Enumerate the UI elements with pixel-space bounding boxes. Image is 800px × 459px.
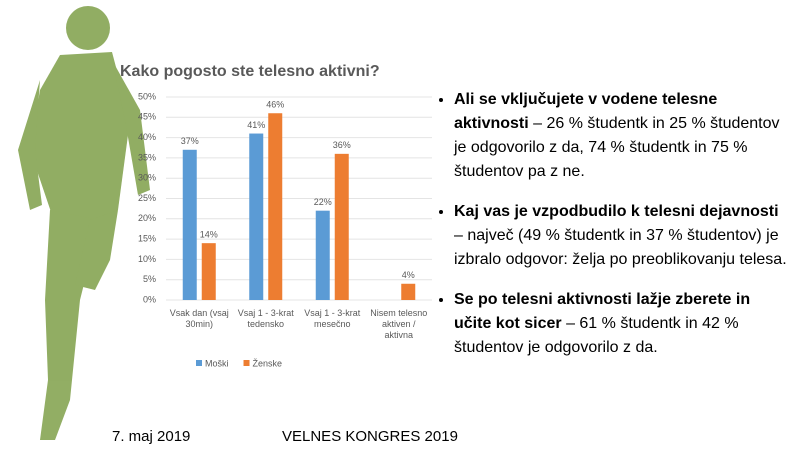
bullet: Se po telesni aktivnosti lažje zberete i… — [454, 288, 788, 360]
y-tick-label: 50% — [138, 91, 156, 101]
y-tick-label: 20% — [138, 213, 156, 223]
legend-swatch — [196, 360, 202, 366]
bullet-text: – 26 % študentk in 25 % študentov je odg… — [454, 115, 780, 180]
bullet-bold: Ali se vključujete v vodene telesne akti… — [454, 91, 718, 132]
bar — [334, 153, 349, 300]
bar — [201, 243, 216, 300]
x-tick-label: Vsaj 1 - 3-krat mesečno — [304, 308, 361, 329]
chart-title: Kako pogosto ste telesno aktivni? — [120, 63, 380, 80]
value-label: 14% — [200, 230, 218, 240]
bullet-bold: Se po telesni aktivnosti lažje zberete i… — [454, 291, 751, 332]
x-tick-label: Vsak dan (vsaj 30min) — [169, 308, 229, 329]
bar — [182, 149, 197, 300]
y-tick-label: 0% — [143, 294, 156, 304]
value-label: 46% — [266, 100, 284, 110]
y-tick-label: 15% — [138, 233, 156, 243]
bullet-list: Ali se vključujete v vodene telesne akti… — [432, 88, 788, 376]
legend-swatch — [243, 360, 250, 366]
x-tick-label: Vsaj 1 - 3-krat tedensko — [237, 308, 294, 329]
value-label: 22% — [314, 197, 332, 207]
footer-date: 7. maj 2019 — [112, 428, 191, 445]
y-tick-label: 30% — [138, 173, 156, 183]
x-tick-label: Nisem telesno aktiven / aktivna — [370, 308, 428, 340]
value-label: 41% — [247, 120, 265, 130]
bullet-bold: Kaj vas je vzpodbudilo k telesni dejavno… — [454, 203, 779, 220]
legend-label: Moški — [205, 358, 229, 368]
y-tick-label: 40% — [138, 132, 156, 142]
y-tick-label: 5% — [143, 274, 156, 284]
runner-silhouette — [18, 6, 150, 440]
y-tick-label: 35% — [138, 152, 156, 162]
y-tick-label: 45% — [138, 112, 156, 122]
legend-label: Ženske — [253, 358, 283, 368]
bullet: Kaj vas je vzpodbudilo k telesni dejavno… — [454, 200, 788, 272]
value-label: 37% — [181, 136, 199, 146]
bar — [401, 283, 416, 300]
value-label: 36% — [333, 140, 351, 150]
bullet-text: – 61 % študentk in 42 % študentov je odg… — [454, 315, 739, 356]
bullet: Ali se vključujete v vodene telesne akti… — [454, 88, 788, 184]
value-label: 4% — [402, 270, 415, 280]
y-tick-label: 25% — [138, 193, 156, 203]
bar — [268, 113, 283, 301]
bar — [315, 210, 330, 300]
bar — [249, 133, 264, 300]
bullet-text: – največ (49 % študentk in 37 % študento… — [454, 227, 787, 268]
y-tick-label: 10% — [138, 254, 156, 264]
footer-event: VELNES KONGRES 2019 — [282, 428, 458, 445]
